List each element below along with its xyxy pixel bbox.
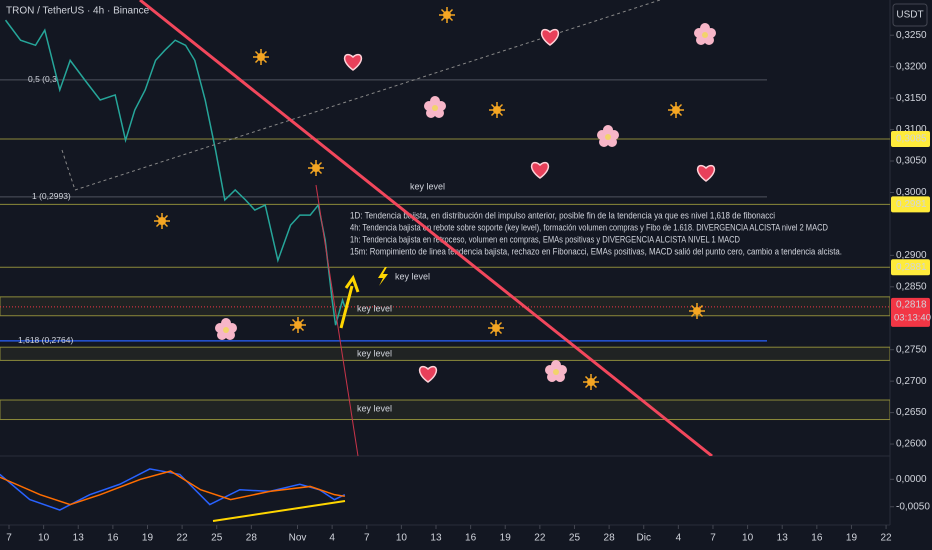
key-zone bbox=[0, 346, 890, 361]
y-tick-label: 0,3050 bbox=[896, 156, 927, 167]
key-level-label: key level bbox=[357, 403, 392, 413]
price-tag bbox=[891, 131, 930, 148]
plot: 0,5 (0,3 1 (0,2993) 1,618 (0,2764) key leve… bbox=[0, 19, 890, 421]
price-tag bbox=[891, 259, 930, 276]
x-tick-label: 7 bbox=[364, 533, 370, 544]
x-tick-label: 25 bbox=[211, 533, 223, 544]
y-tick-label: 0,2650 bbox=[896, 407, 927, 418]
price-tag bbox=[891, 196, 930, 213]
drawings bbox=[61, 0, 716, 456]
series-line bbox=[4, 19, 346, 326]
arrow bbox=[339, 274, 360, 329]
x-tick-label: 10 bbox=[396, 533, 408, 544]
x-tick-label: 22 bbox=[177, 533, 189, 544]
y-tick-label: 0,2750 bbox=[896, 344, 927, 355]
y-tick-label: 0,3000 bbox=[896, 187, 927, 198]
price-tag-label: 0,2881 bbox=[896, 262, 927, 273]
divergence-line bbox=[212, 500, 346, 522]
x-tick-label: 4 bbox=[676, 533, 682, 544]
currency-box bbox=[892, 3, 928, 27]
x-tick-label: 25 bbox=[569, 533, 581, 544]
y-tick-label: 0,2900 bbox=[896, 250, 927, 261]
key-zone bbox=[0, 399, 890, 421]
y-tick-label: -0,0050 bbox=[896, 501, 930, 512]
y-tick-label: 0,3100 bbox=[896, 124, 927, 135]
analysis-note: 15m: Rompimiento de linea tendencia baji… bbox=[350, 246, 842, 256]
analysis-note: 4h: Tendencia bajista en rebote sobre so… bbox=[350, 222, 828, 232]
x-tick-label: 22 bbox=[534, 533, 546, 544]
dashed-trendline bbox=[74, 0, 661, 191]
price-tag-label: 0,2981 bbox=[896, 199, 927, 210]
x-tick-label: 19 bbox=[846, 533, 858, 544]
x-tick-label: 13 bbox=[430, 533, 442, 544]
x-tick-label: 28 bbox=[246, 533, 258, 544]
x-tick-label: 13 bbox=[777, 533, 789, 544]
analysis-note: 1h: Tendencia bajista en retroceso, volu… bbox=[350, 234, 740, 244]
current-price-label: 0,2818 bbox=[896, 300, 927, 311]
countdown-label: 03:13:40 bbox=[894, 312, 931, 323]
downtrend-line bbox=[139, 0, 713, 456]
fib-label: 1,618 (0,2764) bbox=[18, 335, 73, 345]
price-tag-label: 0,3085 bbox=[896, 134, 927, 145]
y-tick-label: 0,3250 bbox=[896, 30, 927, 41]
chart-title: TRON / TetherUS · 4h · Binance bbox=[6, 6, 150, 17]
analysis-note: 1D: Tendencia bajista, en distribución d… bbox=[350, 210, 775, 220]
x-tick-label: Dic bbox=[637, 533, 651, 544]
x-tick-label: 4 bbox=[329, 533, 335, 544]
fib-label: 1 (0,2993) bbox=[32, 191, 71, 201]
y-tick-label: 0,2700 bbox=[896, 376, 927, 387]
key-level-label: key level bbox=[357, 303, 392, 313]
y-tick-label: 0,0000 bbox=[896, 474, 927, 485]
x-tick-label: 19 bbox=[500, 533, 512, 544]
key-level-label: key level bbox=[357, 348, 392, 358]
x-tick-label: 16 bbox=[107, 533, 119, 544]
x-tick-label: 7 bbox=[6, 533, 12, 544]
macd-pane bbox=[0, 468, 346, 511]
x-tick-label: 10 bbox=[38, 533, 50, 544]
y-tick-label: 0,2600 bbox=[896, 439, 927, 450]
series-line bbox=[0, 470, 345, 506]
x-tick-label: 22 bbox=[881, 533, 893, 544]
x-tick-label: Nov bbox=[289, 533, 307, 544]
x-tick-label: 16 bbox=[465, 533, 477, 544]
x-tick-label: 28 bbox=[604, 533, 616, 544]
key-level-label: key level bbox=[395, 271, 430, 281]
y-tick-label: 0,3150 bbox=[896, 93, 927, 104]
y-tick-label: 0,2850 bbox=[896, 281, 927, 292]
x-tick-label: 19 bbox=[142, 533, 154, 544]
x-tick-label: 16 bbox=[811, 533, 823, 544]
key-level-label: key level bbox=[410, 181, 445, 191]
fib-label: 0,5 (0,3 bbox=[28, 74, 57, 84]
key-zone bbox=[0, 296, 890, 317]
currency: USDT bbox=[896, 10, 923, 21]
x-tick-label: 7 bbox=[710, 533, 716, 544]
lightning-icon bbox=[378, 267, 388, 286]
fib-connector bbox=[61, 149, 76, 191]
x-tick-label: 13 bbox=[73, 533, 85, 544]
y-tick-label: 0,3200 bbox=[896, 61, 927, 72]
current-price-tag bbox=[891, 297, 930, 327]
x-tick-label: 10 bbox=[742, 533, 754, 544]
thin-red-line bbox=[315, 184, 359, 456]
